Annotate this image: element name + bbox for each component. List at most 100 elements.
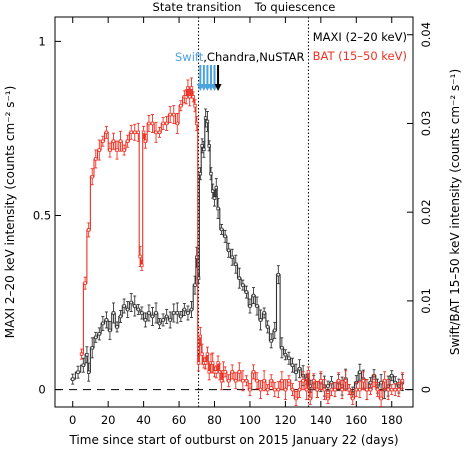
data-point <box>297 366 302 371</box>
data-point <box>172 112 176 117</box>
data-point <box>312 379 316 383</box>
x-tick-label: 180 <box>381 413 403 427</box>
data-point <box>315 387 319 392</box>
data-point <box>276 272 281 277</box>
data-point <box>154 311 158 315</box>
data-point <box>122 304 126 308</box>
x-tick-label: 100 <box>239 413 261 427</box>
data-point <box>175 121 179 126</box>
data-point <box>182 307 187 312</box>
x-tick-label: 60 <box>172 413 187 427</box>
series-line-bat <box>79 87 405 400</box>
data-point <box>390 373 394 378</box>
data-point <box>115 325 119 329</box>
y-tick-label-left: 0 <box>38 383 45 397</box>
data-point <box>304 387 309 392</box>
data-point <box>244 379 249 383</box>
data-point <box>111 311 116 315</box>
data-point <box>97 332 102 336</box>
data-point <box>308 396 312 401</box>
data-point <box>265 387 270 392</box>
data-point <box>164 314 169 319</box>
data-point <box>223 234 227 239</box>
data-point <box>172 311 176 315</box>
x-tick-label: 80 <box>207 413 222 427</box>
x-tick-label: 120 <box>274 413 296 427</box>
data-point <box>365 387 369 392</box>
data-point <box>230 255 234 259</box>
data-point <box>179 314 183 319</box>
data-point <box>244 290 249 294</box>
data-point <box>168 318 172 322</box>
data-point <box>336 379 341 383</box>
y-axis-label-left: MAXI 2–20 keV intensity (counts cm⁻² s⁻¹… <box>3 86 17 339</box>
data-point <box>226 379 231 383</box>
data-point <box>273 387 277 392</box>
data-point <box>400 379 405 383</box>
data-point <box>306 370 311 374</box>
data-point <box>241 379 245 383</box>
data-point <box>189 86 194 90</box>
data-point <box>154 130 158 135</box>
data-point <box>175 311 179 315</box>
data-point <box>343 379 348 383</box>
x-tick-label: 160 <box>345 413 367 427</box>
data-point <box>136 130 140 135</box>
data-point <box>211 189 215 193</box>
data-point <box>379 380 383 385</box>
data-point <box>122 148 126 152</box>
data-point <box>214 370 218 374</box>
y-tick-label-left: 0.5 <box>33 208 51 222</box>
data-point <box>196 361 201 365</box>
data-point <box>283 387 288 392</box>
data-point <box>198 334 203 339</box>
data-point <box>129 130 133 135</box>
data-point <box>94 157 98 161</box>
data-point <box>86 228 91 232</box>
obs-label-rest: ,Chandra,NuSTAR <box>203 50 304 64</box>
marker-label-state-transition: State transition <box>153 0 242 14</box>
data-point <box>161 121 165 126</box>
data-point <box>101 139 105 143</box>
data-point <box>219 227 224 232</box>
data-point <box>216 206 220 211</box>
axes: 0 20 40 60 80 100 120 140 160 180 0 0.5 1 0 0.01 0.02 0.… <box>33 17 433 427</box>
data-point <box>262 311 266 315</box>
data-point <box>276 387 281 392</box>
data-point <box>358 370 362 374</box>
data-point <box>351 396 355 401</box>
x-tick-label: 40 <box>136 413 151 427</box>
data-point <box>168 112 172 117</box>
data-point <box>390 387 394 392</box>
data-point <box>216 361 220 365</box>
data-point <box>143 318 148 322</box>
data-point <box>81 363 86 367</box>
data-point <box>258 387 263 392</box>
data-point <box>265 325 270 329</box>
data-point <box>326 384 330 388</box>
data-point <box>234 379 238 383</box>
data-point <box>329 387 334 392</box>
data-point <box>237 370 242 374</box>
data-point <box>195 121 199 126</box>
data-point <box>198 171 203 176</box>
data-point <box>382 379 387 383</box>
data-point <box>297 387 302 392</box>
data-point <box>140 263 144 268</box>
series-maxi <box>70 108 405 401</box>
data-point <box>375 387 380 392</box>
x-tick-label: 140 <box>310 413 332 427</box>
data-point <box>248 387 252 392</box>
data-point <box>212 196 217 200</box>
data-point <box>397 387 401 392</box>
data-point <box>205 119 210 124</box>
data-point <box>294 370 298 374</box>
data-point <box>290 363 295 367</box>
obs-label: Swift,Chandra,NuSTAR <box>175 50 305 64</box>
x-axis-label: Time since start of outburst on 2015 Jan… <box>68 433 398 447</box>
y-tick-label-right: 0.02 <box>419 199 433 225</box>
marker-label-to-quiescence: To quiescence <box>254 0 336 14</box>
data-point <box>368 387 373 392</box>
data-point <box>83 281 87 285</box>
